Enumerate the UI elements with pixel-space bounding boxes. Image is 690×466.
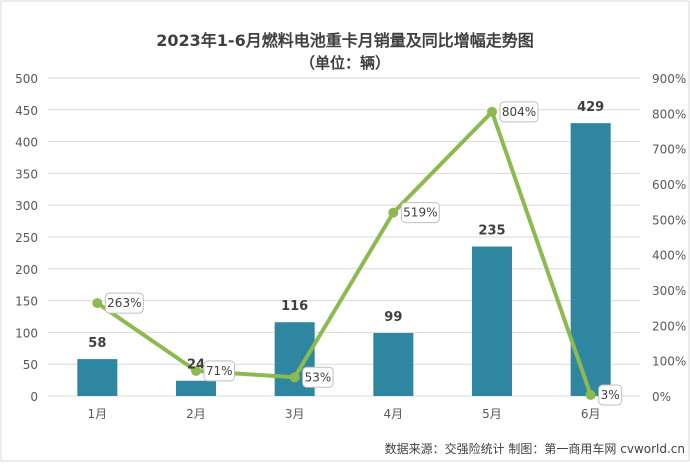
y-tick-label: 200 [15,263,38,277]
x-tick-label: 6月 [581,407,601,421]
y-tick-label: 50 [23,358,38,372]
line-point [191,365,201,376]
y2-tick-label: 300% [652,284,686,298]
y-tick-label: 450 [15,104,38,118]
x-tick-label: 1月 [88,407,108,421]
y2-tick-label: 500% [652,213,686,227]
y-tick-label: 300 [15,199,38,213]
x-tick-label: 4月 [384,407,404,421]
bar-data-label: 99 [384,310,402,325]
line-label-box [302,366,334,388]
x-tick-label: 5月 [482,407,502,421]
y-tick-label: 0 [30,390,38,404]
x-tick-label: 2月 [186,407,206,421]
line-data-label: 53% [305,370,332,384]
bar-data-label: 235 [478,224,505,239]
y-tick-label: 150 [15,295,38,309]
bar [373,333,414,396]
y-tick-label: 400 [15,136,38,150]
bar [176,380,216,396]
y2-tick-label: 700% [652,143,686,157]
line-point [92,298,103,309]
bar-data-label: 429 [577,100,604,115]
line-label-box [203,360,235,382]
line-data-label: 3% [601,388,620,402]
y2-tick-label: 400% [652,249,686,263]
y2-tick-label: 200% [652,319,686,333]
line-point [487,106,497,117]
line-point [289,372,300,383]
chart-subtitle: （单位：辆） [300,54,390,72]
y-tick-label: 500 [15,72,38,86]
y-tick-label: 250 [15,231,38,245]
y-tick-label: 100 [15,326,38,340]
line-label-box [104,292,144,314]
source-footer: 数据来源：交强险统计 制图：第一商用车网 cvworld.cn [385,441,685,456]
y2-tick-label: 600% [652,178,686,192]
bar [472,246,512,396]
bar-data-label: 24 [187,358,205,373]
line-point [585,389,596,400]
chart-title: 2023年1-6月燃料电池重卡月销量及同比增幅走势图 [156,31,533,50]
bar [570,123,611,396]
y2-tick-label: 800% [652,107,686,121]
y2-tick-label: 900% [652,72,686,86]
bar-data-label: 116 [281,299,308,314]
y2-tick-label: 0% [652,390,671,404]
bar-data-label: 58 [88,336,106,351]
line-data-label: 263% [107,296,141,310]
line-data-label: 804% [502,105,536,119]
bar [77,359,118,396]
line-point [388,207,399,218]
y2-tick-label: 100% [652,355,686,369]
line-data-label: 519% [403,206,437,220]
line-data-label: 71% [206,364,233,378]
growth-line [96,109,593,396]
x-tick-label: 3月 [285,407,305,421]
line-label-box [598,384,623,406]
y-tick-label: 350 [15,167,38,181]
line-label-box [499,101,539,123]
line-label-box [400,202,440,224]
